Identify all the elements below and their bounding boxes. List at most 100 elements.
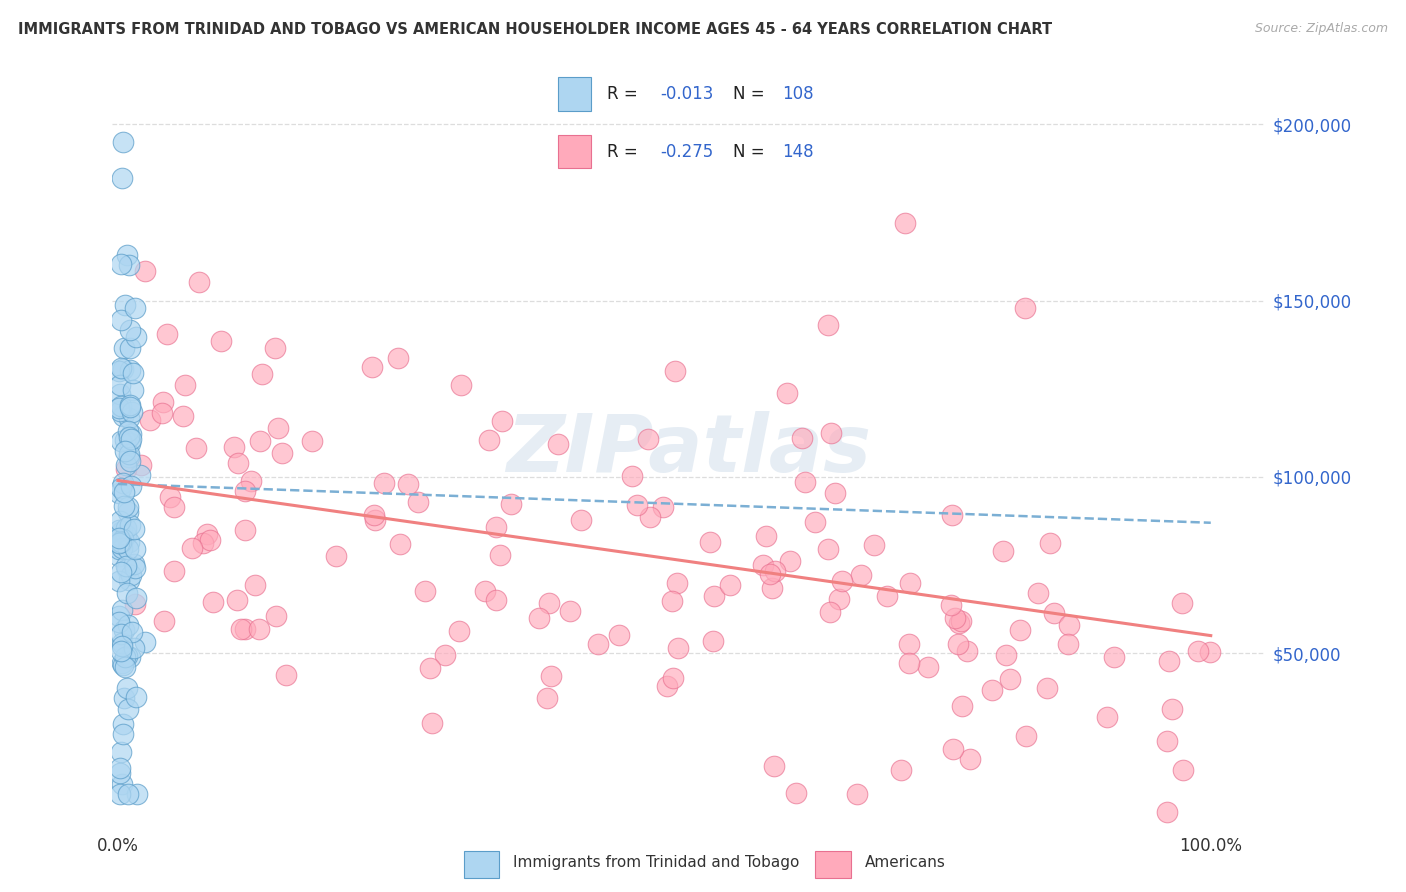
Point	[538, 596, 561, 610]
Point	[187, 275, 209, 289]
Point	[117, 505, 139, 519]
Point	[153, 614, 176, 628]
Point	[118, 258, 141, 272]
Point	[1157, 654, 1180, 668]
Point	[120, 363, 142, 377]
Point	[250, 367, 273, 381]
Point	[779, 554, 801, 568]
Text: -0.013: -0.013	[661, 85, 714, 103]
Point	[993, 544, 1015, 558]
Point	[115, 681, 138, 695]
Point	[890, 763, 912, 777]
Point	[118, 430, 141, 444]
Point	[108, 364, 131, 378]
Point	[108, 541, 131, 556]
Point	[527, 611, 550, 625]
Point	[499, 497, 522, 511]
Point	[111, 603, 134, 617]
Point	[373, 475, 395, 490]
Point	[120, 436, 142, 450]
Text: R =: R =	[607, 85, 644, 103]
Point	[894, 216, 917, 230]
Point	[1039, 536, 1062, 550]
Point	[110, 481, 132, 495]
Point	[1156, 734, 1178, 748]
Point	[607, 628, 630, 642]
Point	[1199, 645, 1222, 659]
Point	[108, 766, 131, 780]
Point	[138, 413, 160, 427]
Point	[793, 475, 815, 490]
Point	[478, 434, 501, 448]
Point	[156, 326, 179, 341]
Point	[108, 401, 131, 415]
Point	[114, 443, 136, 458]
Point	[114, 461, 136, 475]
Point	[948, 615, 970, 630]
Point	[785, 786, 807, 800]
Point	[115, 527, 138, 541]
Point	[621, 468, 644, 483]
Point	[129, 467, 152, 482]
Point	[118, 323, 141, 337]
Point	[762, 759, 785, 773]
Point	[152, 395, 174, 409]
Point	[818, 605, 841, 619]
Point	[108, 608, 131, 623]
Point	[108, 404, 131, 418]
Point	[159, 491, 181, 505]
Point	[124, 690, 146, 704]
Point	[112, 361, 135, 376]
Point	[485, 593, 508, 607]
Point	[122, 557, 145, 571]
Point	[112, 135, 135, 149]
Point	[118, 535, 141, 549]
Point	[115, 562, 138, 576]
Text: R =: R =	[607, 143, 644, 161]
Point	[163, 565, 186, 579]
Point	[118, 398, 141, 412]
Point	[112, 499, 135, 513]
Point	[125, 591, 148, 605]
Point	[662, 671, 685, 685]
Point	[108, 523, 131, 537]
Point	[110, 636, 132, 650]
Point	[117, 787, 139, 801]
Point	[110, 534, 132, 549]
Point	[111, 409, 134, 424]
Point	[1014, 301, 1036, 315]
Point	[831, 574, 853, 588]
Point	[114, 298, 136, 312]
Point	[485, 520, 508, 534]
Point	[114, 458, 136, 472]
Point	[981, 683, 1004, 698]
Point	[876, 589, 898, 603]
Point	[209, 334, 232, 348]
Point	[229, 622, 252, 636]
Point	[536, 691, 558, 706]
Point	[264, 608, 287, 623]
Point	[240, 474, 263, 488]
Point	[118, 574, 141, 588]
Point	[1036, 681, 1059, 696]
Point	[202, 595, 225, 609]
Point	[118, 649, 141, 664]
Point	[118, 450, 141, 465]
Point	[233, 623, 256, 637]
Point	[699, 534, 721, 549]
Point	[226, 593, 249, 607]
Point	[117, 424, 139, 438]
Bar	[558, 135, 591, 169]
Point	[118, 454, 141, 468]
Point	[569, 513, 592, 527]
Point	[111, 524, 134, 538]
Point	[134, 264, 156, 278]
Point	[118, 342, 141, 356]
Point	[110, 643, 132, 657]
Point	[755, 529, 778, 543]
Point	[1015, 729, 1038, 743]
Point	[718, 578, 741, 592]
Point	[759, 567, 782, 582]
Point	[540, 669, 562, 683]
Point	[491, 414, 513, 428]
